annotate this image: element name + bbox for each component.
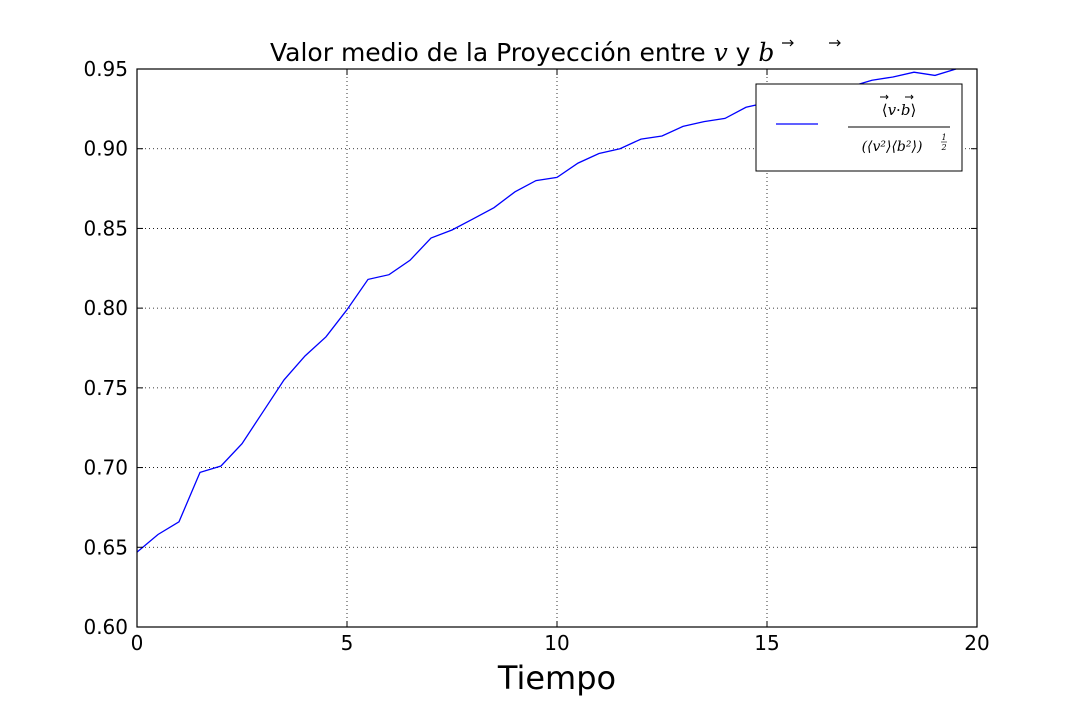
legend-num-open: ⟨ bbox=[882, 101, 888, 119]
chart-title-vector-b: b bbox=[758, 38, 774, 67]
legend: ⟨v·b⟩ (⟨v²⟩⟨b²⟩) 1 2 bbox=[755, 83, 963, 172]
chart-title-and: y bbox=[728, 38, 759, 67]
legend-num-close: ⟩ bbox=[910, 101, 916, 119]
chart-title-vector-v: v bbox=[714, 38, 728, 67]
y-tick-label: 0.95 bbox=[83, 57, 128, 81]
tick-labels: 0 5 10 15 20 0.60 0.65 0.70 0.75 0.80 0.85 0.90 0.95 bbox=[83, 57, 989, 655]
plot-frame bbox=[136, 68, 978, 628]
legend-denominator: (⟨v²⟩⟨b²⟩) bbox=[862, 139, 923, 155]
legend-box bbox=[755, 83, 963, 172]
chart-title: Valor medio de la Proyección entre v y b bbox=[270, 38, 774, 67]
grid-lines bbox=[137, 69, 977, 627]
title-b-arrow-icon bbox=[829, 39, 841, 47]
y-tick-label: 0.90 bbox=[83, 137, 128, 161]
legend-numerator: ⟨v·b⟩ bbox=[882, 101, 917, 119]
y-tick-label: 0.75 bbox=[83, 376, 128, 400]
y-tick-label: 0.65 bbox=[83, 535, 128, 559]
title-v-arrow-icon bbox=[782, 39, 794, 47]
y-tick-label: 0.85 bbox=[83, 216, 128, 240]
x-tick-label: 15 bbox=[754, 631, 779, 655]
legend-num-v: v bbox=[888, 101, 897, 119]
x-tick-label: 20 bbox=[964, 631, 989, 655]
x-axis-label: Tiempo bbox=[497, 659, 616, 696]
legend-num-dot: · bbox=[896, 101, 901, 119]
x-tick-label: 0 bbox=[131, 631, 144, 655]
y-tick-label: 0.70 bbox=[83, 456, 128, 480]
y-tick-label: 0.60 bbox=[83, 615, 128, 639]
x-tick-label: 5 bbox=[341, 631, 354, 655]
legend-exponent-numerator: 1 bbox=[941, 133, 946, 142]
legend-b-arrow-icon bbox=[905, 94, 914, 100]
x-tick-label: 10 bbox=[544, 631, 569, 655]
legend-v-arrow-icon bbox=[880, 94, 889, 100]
chart-title-main: Valor medio de la Proyección entre bbox=[270, 38, 714, 67]
y-tick-label: 0.80 bbox=[83, 296, 128, 320]
legend-num-b: b bbox=[901, 101, 911, 119]
legend-exponent-denominator: 2 bbox=[940, 143, 946, 152]
